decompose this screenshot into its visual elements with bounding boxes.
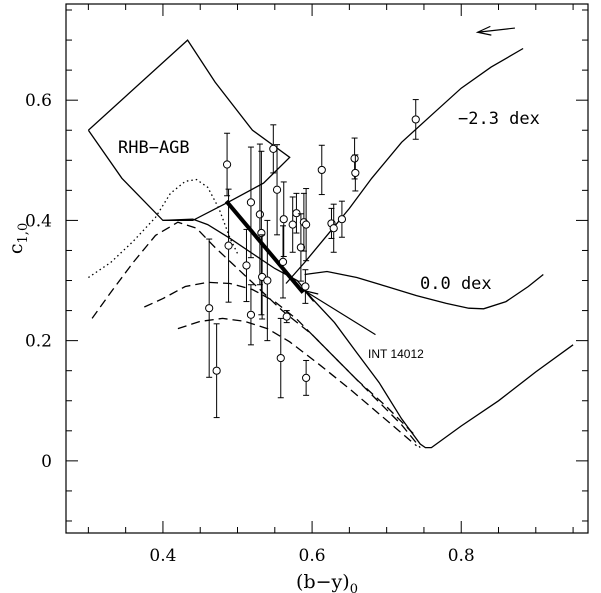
point-marker — [205, 304, 214, 313]
data-points — [205, 99, 420, 419]
data-point — [276, 317, 285, 399]
data-point — [329, 203, 338, 253]
data-point — [222, 132, 232, 197]
point-marker — [246, 198, 256, 207]
rhb-agb-region — [87, 39, 291, 222]
arrow-head — [303, 289, 319, 302]
metal-poor-label: −2.3 dex — [458, 109, 540, 129]
data-point — [351, 154, 360, 192]
point-marker — [282, 312, 291, 321]
point-marker — [263, 276, 272, 285]
data-point — [257, 150, 266, 316]
point-marker — [317, 165, 326, 175]
data-point — [212, 323, 221, 419]
x-tick-label: 0.4 — [149, 546, 176, 566]
arrow-shaft — [477, 27, 515, 33]
point-marker — [257, 228, 266, 238]
point-marker — [212, 366, 221, 375]
rhb-agb-label: RHB−AGB — [118, 138, 190, 158]
arrow-shaft — [304, 290, 376, 336]
point-marker — [329, 224, 338, 233]
data-point — [282, 310, 291, 324]
data-point — [302, 188, 311, 262]
data-point — [337, 200, 347, 238]
data-point — [272, 144, 282, 236]
point-marker — [302, 220, 311, 229]
point-marker — [222, 160, 232, 169]
arrow-head — [475, 25, 492, 36]
model-curve-solid — [304, 270, 544, 310]
data-point — [302, 359, 311, 396]
plot-frame — [65, 3, 589, 534]
x-tick-label: 0.6 — [299, 546, 326, 566]
model-curve-dashed — [177, 317, 417, 447]
point-marker — [288, 220, 297, 229]
data-point — [205, 238, 214, 378]
point-marker — [276, 353, 285, 363]
point-marker — [302, 373, 311, 383]
data-point — [224, 188, 233, 303]
data-point — [279, 181, 288, 257]
y-tick-label: 0.4 — [25, 211, 52, 231]
point-marker — [351, 168, 360, 178]
x-tick-label: 0.8 — [448, 546, 475, 566]
data-point — [263, 219, 272, 342]
y-tick-label: 0.2 — [25, 332, 52, 352]
point-marker — [292, 209, 301, 218]
data-point — [301, 269, 310, 304]
data-point — [317, 144, 326, 196]
point-marker — [242, 261, 251, 270]
point-marker — [255, 210, 264, 219]
data-point — [288, 196, 297, 253]
point-marker — [224, 241, 233, 250]
data-point — [246, 146, 256, 259]
star-label: INT 14012 — [368, 347, 424, 361]
point-marker — [246, 310, 256, 319]
point-marker — [301, 282, 310, 291]
solar-label: 0.0 dex — [420, 274, 492, 294]
data-point — [278, 225, 288, 299]
tick-labels: 0.4 0.6 0.8 0 0.2 0.4 0.6 — [25, 91, 475, 566]
model-curve-solid — [285, 47, 524, 284]
y-tick-label: 0 — [41, 452, 52, 472]
model-curve-solid — [162, 218, 574, 449]
point-marker — [272, 185, 282, 194]
y-axis-label: c1,0 — [5, 223, 31, 254]
thick-segment — [224, 199, 305, 294]
model-curves — [87, 25, 574, 449]
data-point — [246, 284, 256, 346]
point-marker — [350, 154, 359, 163]
data-point — [292, 192, 301, 234]
point-marker — [337, 215, 347, 224]
model-curve-dashed — [144, 281, 417, 438]
point-marker — [411, 115, 420, 124]
x-axis-label: (b−y)0 — [296, 571, 358, 593]
data-point — [242, 228, 251, 303]
data-point — [269, 124, 278, 174]
point-marker — [269, 144, 278, 153]
point-marker — [279, 215, 288, 224]
tick-marks — [66, 4, 588, 533]
y-tick-label: 0.6 — [25, 91, 52, 111]
point-marker — [278, 257, 288, 266]
data-point — [296, 213, 305, 282]
data-point — [411, 99, 420, 140]
